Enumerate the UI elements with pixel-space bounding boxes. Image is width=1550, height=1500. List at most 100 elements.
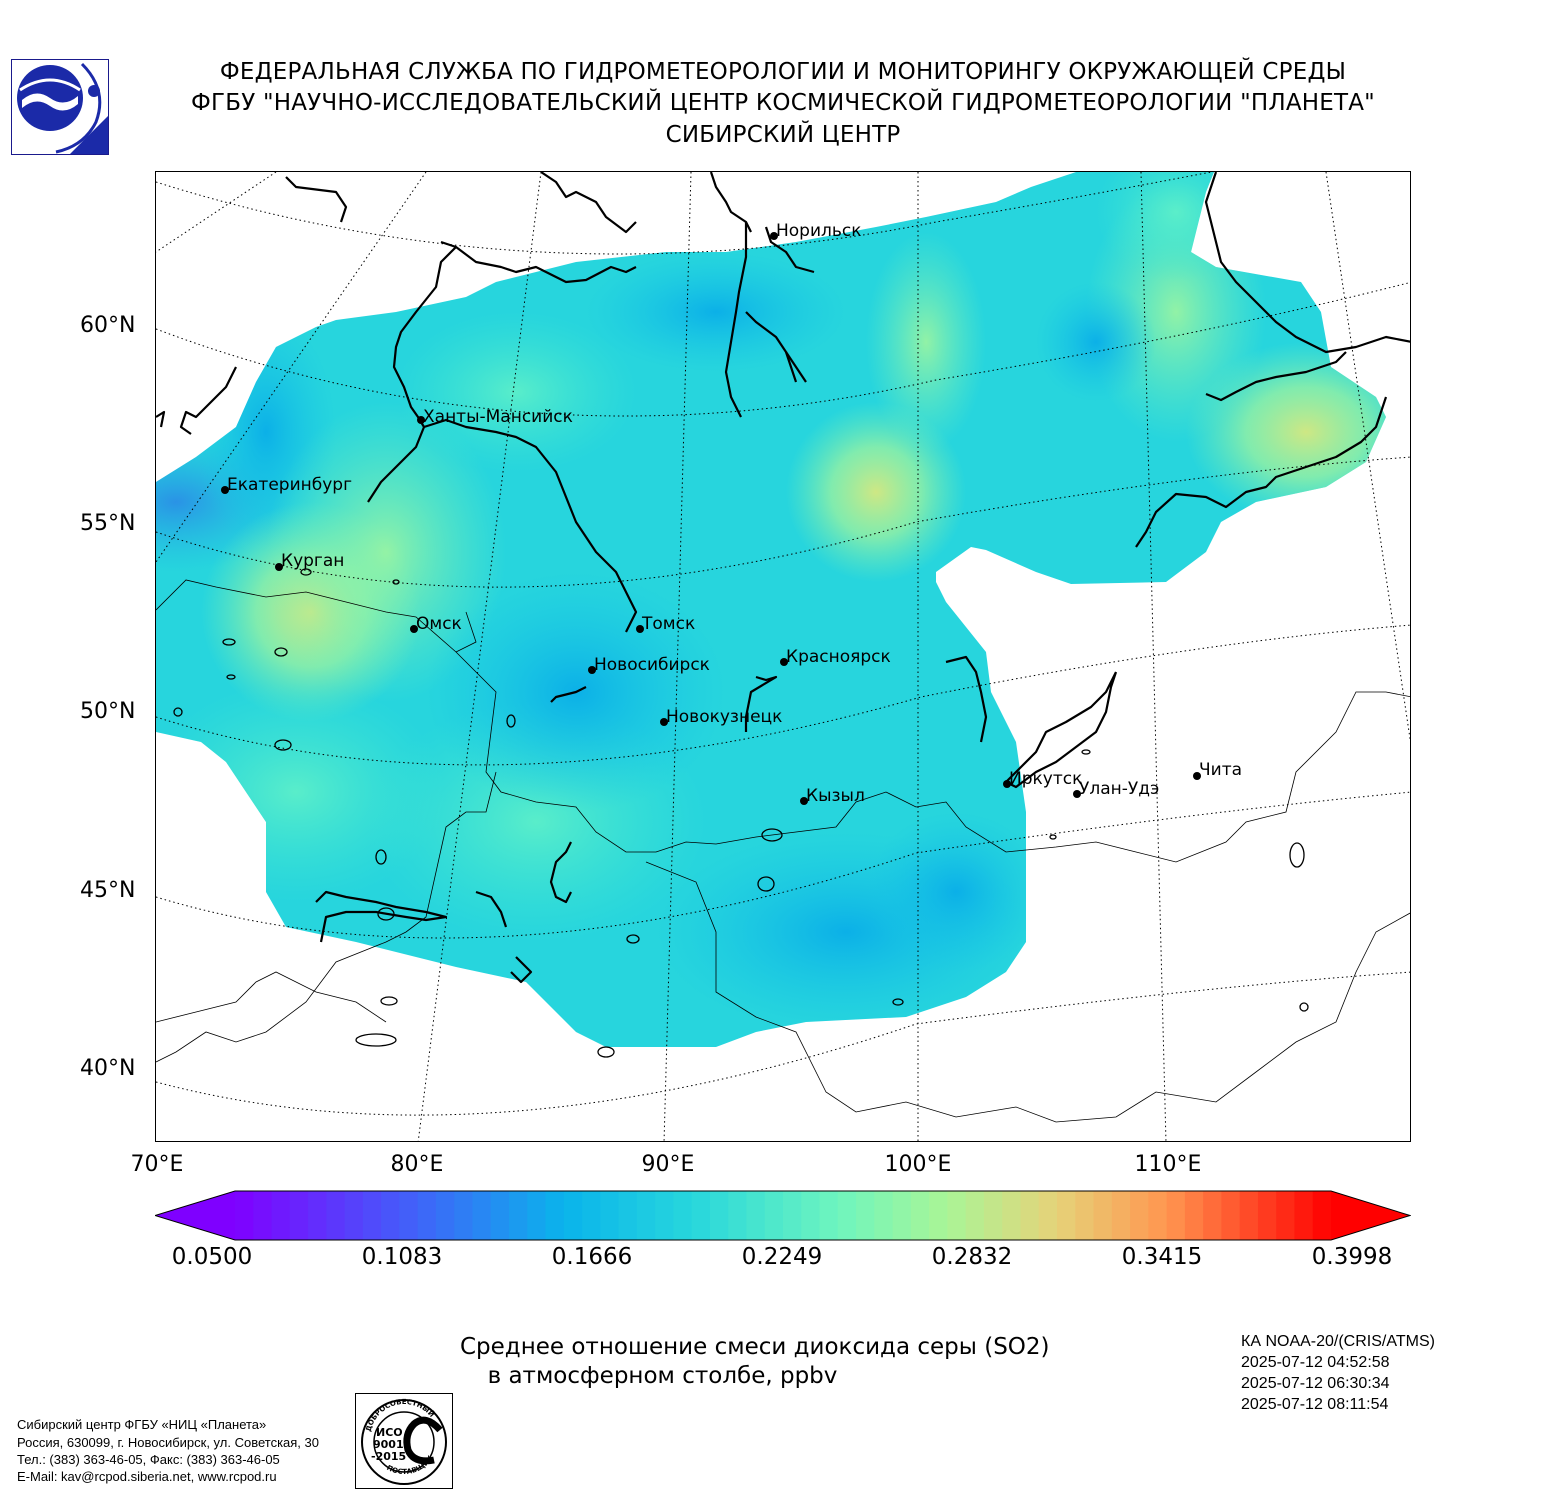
colorbar-tick-1: 0.0500 — [171, 1244, 253, 1270]
footer-org: Сибирский центр ФГБУ «НИЦ «Планета» — [17, 1417, 267, 1432]
lon-label-100e: 100°E — [884, 1152, 952, 1177]
colorbar-cell — [563, 1191, 583, 1240]
city-label-novosibirsk: Новосибирск — [594, 655, 710, 675]
country-borders — [156, 579, 1410, 1123]
colorbar-cell — [1239, 1191, 1259, 1240]
lat-label-55n: 55°N — [80, 511, 136, 536]
colorbar-cell — [1221, 1191, 1241, 1240]
city-label-ulan-ude: Улан-Удэ — [1079, 779, 1159, 799]
colorbar-cell — [600, 1191, 620, 1240]
city-dot-norilsk — [770, 232, 778, 240]
colorbar-cell — [801, 1191, 821, 1240]
satellite-time-2: 2025-07-12 06:30:34 — [1241, 1375, 1390, 1392]
city-dot-novokuznetsk — [660, 718, 668, 726]
colorbar-tick-6: 0.3415 — [1121, 1244, 1203, 1270]
colorbar-tick-5: 0.2832 — [931, 1244, 1013, 1270]
lat-label-50n: 50°N — [80, 699, 136, 724]
colorbar-cell — [618, 1191, 638, 1240]
colorbar-extend-high — [1331, 1191, 1410, 1240]
colorbar-cell — [362, 1191, 382, 1240]
city-label-yekaterinburg: Екатеринбург — [227, 475, 352, 495]
colorbar-cell — [490, 1191, 510, 1240]
colorbar-cell — [1075, 1191, 1095, 1240]
colorbar-cell — [308, 1191, 327, 1240]
colorbar-cell — [326, 1191, 346, 1240]
colorbar-cell — [910, 1191, 930, 1240]
city-label-omsk: Омск — [416, 614, 462, 634]
colorbar-cell — [253, 1191, 273, 1240]
colorbar-cell — [417, 1191, 437, 1240]
city-dot-ulan-ude — [1073, 790, 1081, 798]
colorbar-cell — [655, 1191, 674, 1240]
colorbar-cell — [399, 1191, 419, 1240]
colorbar-cell — [1093, 1191, 1113, 1240]
colorbar-cell — [1057, 1191, 1076, 1240]
colorbar-tick-4: 0.2249 — [741, 1244, 823, 1270]
header-line-2: ФГБУ "НАУЧНО-ИССЛЕДОВАТЕЛЬСКИЙ ЦЕНТР КОС… — [191, 90, 1375, 116]
colorbar-cell — [983, 1191, 1003, 1240]
colorbar-cell — [582, 1191, 601, 1240]
colorbar-extend-low — [155, 1191, 235, 1240]
lon-label-70e: 70°E — [130, 1152, 184, 1177]
colorbar-tick-2: 0.1083 — [361, 1244, 443, 1270]
colorbar-cell — [837, 1191, 857, 1240]
colorbar-cell — [1294, 1191, 1314, 1240]
colorbar-tick-3: 0.1666 — [551, 1244, 633, 1270]
so2-map: Норильск Ханты-Мансийск Екатеринбург Кур… — [155, 171, 1411, 1142]
city-markers: Норильск Ханты-Мансийск Екатеринбург Кур… — [221, 221, 1242, 806]
chart-title-line-2: в атмосферном столбе, ppbv — [487, 1363, 838, 1389]
city-label-chita: Чита — [1199, 760, 1242, 780]
colorbar-cell — [746, 1191, 766, 1240]
city-dot-novosibirsk — [588, 666, 596, 674]
city-label-irkutsk: Иркутск — [1009, 769, 1082, 789]
city-dot-kurgan — [275, 563, 283, 571]
colorbar-tick-7: 0.3998 — [1311, 1244, 1393, 1270]
colorbar-cell — [1257, 1191, 1277, 1240]
colorbar-cell — [472, 1191, 492, 1240]
stamp-iso: ИСО — [376, 1426, 403, 1439]
colorbar-cell — [673, 1191, 693, 1240]
colorbar-cell — [289, 1191, 309, 1240]
colorbar-cell — [1020, 1191, 1040, 1240]
city-dot-kyzyl — [800, 797, 808, 805]
colorbar-cell — [344, 1191, 364, 1240]
colorbar-cell — [435, 1191, 455, 1240]
colorbar-cell — [856, 1191, 875, 1240]
stamp-2015: -2015 — [371, 1450, 406, 1463]
footer-phone: Тел.: (383) 363-46-05, Факс: (383) 363-4… — [17, 1452, 280, 1467]
colorbar-cell — [1203, 1191, 1222, 1240]
city-dot-omsk — [410, 625, 418, 633]
so2-field — [156, 172, 1386, 1047]
city-label-tomsk: Томск — [641, 614, 695, 634]
footer-address: Россия, 630099, г. Новосибирск, ул. Сове… — [17, 1435, 319, 1450]
colorbar-cell — [527, 1191, 547, 1240]
stamp-9001: 9001 — [373, 1438, 404, 1451]
colorbar-cell — [691, 1191, 711, 1240]
header-line-3: СИБИРСКИЙ ЦЕНТР — [665, 122, 901, 148]
colorbar-cell — [271, 1191, 291, 1240]
colorbar-cell — [709, 1191, 729, 1240]
lakes — [173, 568, 1309, 1058]
colorbar-cell — [235, 1191, 254, 1240]
colorbar-cell — [454, 1191, 474, 1240]
colorbar-cell — [947, 1191, 967, 1240]
colorbar-cell — [545, 1191, 565, 1240]
satellite-time-3: 2025-07-12 08:11:54 — [1241, 1396, 1389, 1413]
rivers-coastline — [156, 172, 1410, 984]
colorbar-cell — [1276, 1191, 1296, 1240]
lat-label-45n: 45°N — [80, 878, 136, 903]
city-dot-irkutsk — [1003, 780, 1011, 788]
colorbar-cell — [381, 1191, 400, 1240]
lat-label-60n: 60°N — [80, 313, 136, 338]
colorbar — [155, 1190, 1411, 1241]
colorbar-cell — [892, 1191, 912, 1240]
colorbar-cell — [1130, 1191, 1149, 1240]
city-dot-khanty-mansiysk — [417, 416, 425, 424]
lon-label-110e: 110°E — [1134, 1152, 1202, 1177]
colorbar-cell — [1166, 1191, 1186, 1240]
lat-label-40n: 40°N — [80, 1056, 136, 1081]
colorbar-cell — [965, 1191, 985, 1240]
colorbar-cell — [1002, 1191, 1022, 1240]
colorbar-cell — [1038, 1191, 1058, 1240]
footer-email: E-Mail: kav@rcpod.siberia.net, www.rcpod… — [17, 1469, 277, 1484]
